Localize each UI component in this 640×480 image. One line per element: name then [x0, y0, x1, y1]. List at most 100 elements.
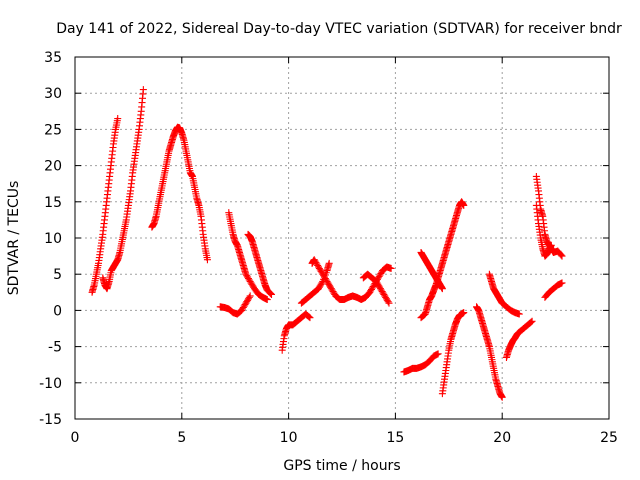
data-point [249, 282, 257, 290]
series-arc-19 [532, 201, 555, 260]
data-point [380, 290, 388, 298]
data-point [241, 301, 249, 309]
series-arc-13 [417, 248, 446, 293]
data-point [378, 288, 386, 296]
data-point [377, 269, 385, 277]
data-point [325, 280, 333, 288]
data-point [247, 279, 255, 287]
x-tick-label: 5 [177, 430, 186, 446]
series-arc-7 [278, 310, 314, 354]
data-point [323, 277, 331, 285]
data-point [266, 289, 274, 297]
data-point [312, 259, 320, 267]
data-point [434, 350, 442, 358]
data-point [240, 302, 248, 310]
x-tick-label: 20 [493, 430, 511, 446]
data-point [460, 201, 468, 209]
data-point [319, 270, 327, 278]
data-point [245, 276, 253, 284]
data-point [243, 272, 251, 280]
data-point [381, 292, 389, 300]
data-points [88, 86, 566, 401]
data-point [326, 283, 334, 291]
data-point [528, 317, 536, 325]
series-arc-14 [438, 309, 468, 398]
data-point [374, 280, 382, 288]
data-point [325, 259, 333, 267]
grid [75, 57, 609, 419]
data-point [248, 280, 256, 288]
x-tick-label: 15 [386, 430, 404, 446]
data-point [311, 257, 319, 265]
data-point [328, 286, 336, 294]
data-point [558, 279, 566, 287]
data-point [318, 279, 326, 287]
data-point [329, 288, 337, 296]
data-point [366, 288, 374, 296]
data-point [558, 252, 566, 260]
y-tick-label: 25 [44, 122, 62, 138]
data-point [114, 115, 122, 123]
series-arc-16 [485, 270, 523, 318]
data-point [317, 280, 325, 288]
y-axis-label: SDTVAR / TECUs [6, 181, 22, 296]
data-point [557, 251, 565, 259]
chart-title: Day 141 of 2022, Sidereal Day-to-day VTE… [56, 21, 622, 37]
data-point [203, 256, 211, 264]
series-arc-20 [541, 279, 566, 301]
series-arc-17 [502, 317, 536, 361]
y-tick-label: 35 [44, 50, 62, 66]
data-point [376, 271, 384, 279]
series-arc-10 [359, 270, 393, 307]
y-tick-label: 15 [44, 195, 62, 211]
data-point [382, 295, 390, 303]
data-point [369, 283, 377, 291]
data-point [306, 314, 314, 322]
data-point [315, 283, 323, 291]
data-point [313, 260, 321, 268]
data-point [139, 86, 147, 94]
data-point [318, 269, 326, 277]
data-point [375, 282, 383, 290]
data-point [244, 295, 252, 303]
data-point [376, 285, 384, 293]
data-point [373, 279, 381, 287]
data-point [242, 299, 250, 307]
data-point [322, 276, 330, 284]
series-arc-12 [417, 198, 468, 322]
series-arc-5 [225, 209, 271, 304]
data-point [384, 298, 392, 306]
data-point [238, 306, 246, 314]
data-point [316, 282, 324, 290]
data-point [379, 289, 387, 297]
data-point [374, 274, 382, 282]
data-point [238, 305, 246, 313]
data-point [267, 290, 275, 298]
y-tick-label: -15 [39, 412, 62, 428]
series-arc-9 [308, 256, 395, 304]
x-axis-label: GPS time / hours [283, 458, 400, 474]
data-point [387, 264, 395, 272]
data-point [320, 273, 328, 281]
data-point [527, 318, 535, 326]
series-arc-1 [88, 115, 122, 296]
plot-frame [74, 56, 610, 420]
data-point [460, 309, 468, 317]
data-point [263, 296, 271, 304]
data-point [375, 272, 383, 280]
series-arc-3 [148, 123, 211, 264]
y-tick-label: 30 [44, 86, 62, 102]
data-point [324, 279, 332, 287]
data-point [245, 293, 253, 301]
data-point [382, 293, 390, 301]
data-point [385, 299, 393, 307]
data-point [547, 241, 555, 249]
data-point [317, 267, 325, 275]
data-point [526, 319, 534, 327]
data-point [268, 290, 276, 298]
data-point [314, 262, 322, 270]
data-point [326, 282, 334, 290]
data-point [304, 312, 312, 320]
y-tick-label: 10 [44, 231, 62, 247]
